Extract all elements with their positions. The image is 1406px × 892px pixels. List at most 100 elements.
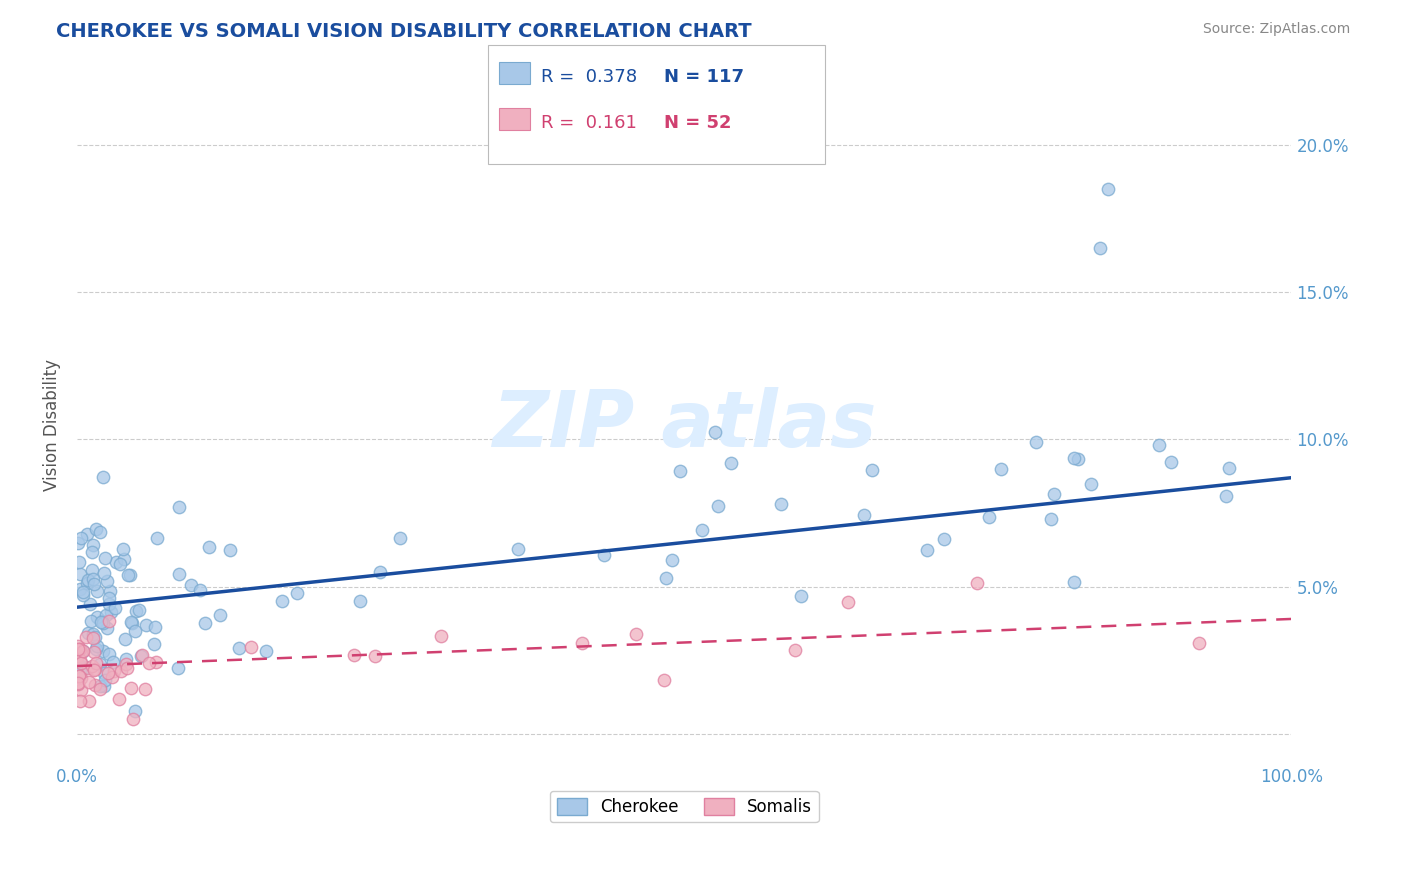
Point [82, 538, 104, 552]
Point [1188, 636, 1211, 650]
Point [706, 499, 728, 513]
Point [190, 582, 212, 597]
Point [108, 692, 131, 706]
Point [79, 694, 101, 708]
Point [1039, 512, 1062, 526]
Point [121, 616, 143, 631]
Text: ZIP atlas: ZIP atlas [492, 387, 876, 463]
Point [349, 594, 371, 608]
Point [1025, 434, 1047, 449]
Point [118, 568, 141, 582]
Point [77, 674, 100, 689]
Point [112, 551, 135, 566]
Point [89, 679, 111, 693]
Point [77, 573, 100, 587]
Point [593, 549, 616, 563]
Point [89, 524, 111, 539]
Point [79, 597, 101, 611]
Point [103, 656, 125, 670]
Point [82, 631, 104, 645]
Point [1215, 489, 1237, 503]
Point [75, 630, 97, 644]
Point [67, 677, 90, 691]
Point [652, 673, 675, 688]
Point [98, 583, 121, 598]
Point [114, 632, 136, 646]
Point [1097, 182, 1119, 196]
Point [655, 571, 678, 585]
Point [915, 543, 938, 558]
Point [131, 648, 153, 663]
Point [72, 584, 94, 599]
Point [852, 508, 875, 522]
Point [82, 573, 104, 587]
Point [193, 615, 215, 630]
Point [70, 683, 93, 698]
Point [76, 527, 98, 541]
Point [101, 670, 124, 684]
Point [115, 660, 138, 674]
Point [72, 588, 94, 602]
Point [1043, 487, 1066, 501]
Point [143, 637, 166, 651]
Point [84, 662, 107, 676]
Point [124, 624, 146, 638]
Point [91, 616, 114, 631]
Point [89, 657, 111, 672]
Point [990, 462, 1012, 476]
Point [69, 567, 91, 582]
Point [115, 657, 138, 672]
Point [131, 648, 153, 663]
Point [76, 576, 98, 591]
Point [86, 610, 108, 624]
Point [69, 641, 91, 656]
Point [120, 681, 142, 695]
Point [89, 682, 111, 697]
Point [180, 578, 202, 592]
Point [67, 555, 90, 569]
Point [285, 585, 308, 599]
Point [70, 531, 93, 545]
Point [84, 522, 107, 536]
Point [96, 574, 118, 589]
Point [108, 557, 131, 571]
Point [1218, 460, 1240, 475]
Point [69, 664, 91, 678]
Point [70, 656, 93, 670]
Point [67, 639, 90, 653]
Point [219, 542, 242, 557]
Point [82, 627, 104, 641]
Point [785, 643, 807, 657]
Point [75, 660, 97, 674]
Point [145, 656, 167, 670]
Point [343, 648, 366, 662]
Point [837, 595, 859, 609]
Point [91, 643, 114, 657]
Point [76, 661, 98, 675]
Text: R =  0.161: R = 0.161 [541, 114, 637, 132]
Point [103, 664, 125, 678]
Point [364, 648, 387, 663]
Point [571, 635, 593, 649]
Point [98, 614, 121, 628]
Text: R =  0.378: R = 0.378 [541, 68, 637, 86]
Point [93, 666, 115, 681]
Point [93, 550, 115, 565]
Point [97, 647, 120, 661]
Point [94, 608, 117, 623]
Point [167, 500, 190, 514]
Point [67, 657, 90, 671]
Point [1080, 476, 1102, 491]
Point [86, 640, 108, 654]
Point [83, 576, 105, 591]
Point [368, 565, 391, 579]
Point [69, 582, 91, 596]
Point [228, 640, 250, 655]
Point [124, 705, 146, 719]
Point [790, 590, 813, 604]
Point [67, 676, 90, 690]
Point [239, 640, 262, 654]
Text: CHEROKEE VS SOMALI VISION DISABILITY CORRELATION CHART: CHEROKEE VS SOMALI VISION DISABILITY COR… [56, 22, 752, 41]
Point [69, 652, 91, 666]
Point [208, 608, 231, 623]
